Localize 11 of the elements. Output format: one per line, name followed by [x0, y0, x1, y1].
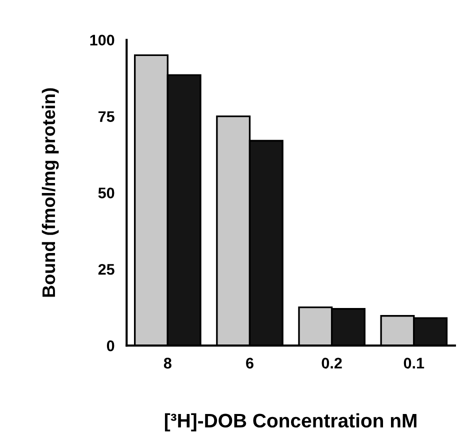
y-tick-label: 0	[106, 340, 114, 352]
y-tick-label: 100	[90, 34, 114, 46]
x-tick-label: 0.2	[322, 358, 342, 369]
y-tick-label: 75	[98, 111, 114, 122]
y-axis-title: Bound (fmol/mg protein)	[42, 88, 59, 297]
y-tick-label: 50	[98, 188, 114, 198]
y-tick-label: 25	[98, 264, 114, 275]
x-tick-label: 8	[164, 358, 172, 369]
x-tick-label: 6	[246, 358, 254, 369]
x-axis-title: [³H]-DOB Concentration nM	[164, 413, 416, 432]
x-tick-label: 0.1	[404, 358, 424, 369]
